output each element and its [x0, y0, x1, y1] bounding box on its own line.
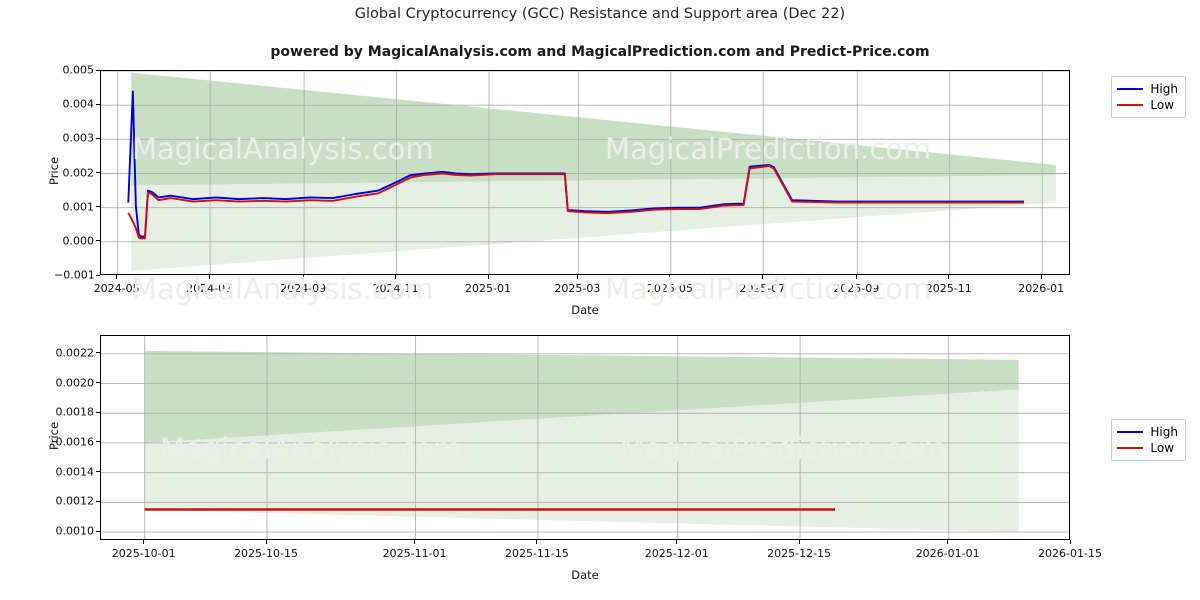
y-tick-mark	[96, 172, 100, 173]
upper-legend[interactable]: High Low	[1111, 76, 1186, 118]
page-title: Global Cryptocurrency (GCC) Resistance a…	[354, 6, 846, 22]
y-tick-label: 0.004	[62, 97, 95, 111]
y-tick-mark	[96, 471, 100, 473]
legend-entry-high[interactable]: High	[1117, 424, 1178, 440]
legend-swatch-high	[1117, 88, 1144, 90]
x-tick-mark	[395, 275, 397, 279]
y-tick-label: 0.0014	[55, 465, 95, 479]
y-tick-mark	[96, 500, 100, 502]
x-tick-label: 2024-11	[372, 282, 419, 295]
legend-label-high: High	[1150, 82, 1178, 96]
y-tick-label: 0.005	[62, 63, 95, 77]
y-tick-mark	[96, 69, 100, 71]
x-tick-label: 2025-10-15	[234, 547, 298, 560]
x-tick-mark	[1040, 275, 1042, 279]
y-tick-label: 0.0020	[55, 376, 95, 390]
y-tick-label: 0.001	[62, 200, 95, 214]
x-tick-label: 2025-01	[465, 282, 511, 295]
chart-subtitle: powered by MagicalAnalysis.com and Magic…	[270, 44, 930, 60]
resistance-area	[131, 72, 1056, 186]
x-tick-mark	[265, 540, 267, 544]
x-tick-label: 2025-05	[646, 282, 693, 295]
x-tick-mark	[487, 275, 489, 279]
y-tick-mark	[96, 382, 100, 384]
x-tick-mark	[536, 540, 538, 544]
x-tick-mark	[798, 540, 800, 544]
x-tick-mark	[947, 540, 949, 544]
y-tick-mark	[96, 240, 100, 242]
y-tick-mark	[96, 411, 100, 413]
y-tick-label: 0.003	[62, 131, 95, 145]
legend-entry-low[interactable]: Low	[1117, 440, 1178, 456]
x-tick-mark	[208, 275, 210, 279]
x-tick-mark	[855, 275, 857, 279]
x-tick-label: 2026-01-01	[915, 547, 980, 560]
y-tick-label: 0.0016	[55, 435, 95, 449]
x-tick-mark	[948, 275, 950, 279]
x-tick-mark	[116, 275, 118, 279]
lower-plot-area	[100, 335, 1070, 540]
x-tick-label: 2025-07	[739, 282, 786, 295]
x-tick-mark	[669, 275, 671, 279]
lower-legend[interactable]: High Low	[1111, 419, 1186, 461]
x-tick-mark	[576, 275, 578, 279]
lower-x-axis-label: Date	[571, 568, 599, 582]
legend-swatch-high	[1117, 431, 1144, 433]
x-tick-mark	[761, 275, 763, 279]
y-tick-mark	[96, 137, 100, 139]
x-tick-mark	[414, 540, 416, 544]
legend-label-low: Low	[1150, 98, 1175, 112]
upper-plot-area	[100, 70, 1070, 275]
y-tick-label: 0.0022	[55, 346, 95, 360]
x-tick-label: 2025-03	[554, 282, 601, 295]
legend-swatch-low	[1117, 447, 1144, 449]
y-tick-mark	[96, 274, 100, 276]
y-tick-label: 0.000	[62, 234, 95, 248]
x-tick-label: 2025-11-01	[382, 547, 447, 560]
x-tick-mark	[1069, 540, 1071, 544]
x-tick-label: 2026-01	[1018, 282, 1065, 295]
legend-swatch-low	[1117, 104, 1144, 106]
legend-label-high: High	[1150, 425, 1178, 439]
y-tick-mark	[96, 352, 100, 354]
x-tick-label: 2025-09	[833, 282, 880, 295]
y-tick-mark	[96, 441, 100, 443]
x-tick-label: 2025-10-01	[111, 547, 176, 560]
x-tick-label: 2025-11	[925, 282, 972, 295]
x-tick-label: 2024-05	[93, 282, 140, 295]
y-tick-mark	[96, 103, 100, 105]
support-area	[131, 175, 1056, 271]
lower-y-axis-label: Price	[47, 421, 61, 450]
lower-plot-svg	[101, 336, 1069, 539]
x-tick-mark	[302, 275, 304, 279]
upper-x-axis-label: Date	[571, 303, 599, 317]
y-tick-mark	[96, 206, 100, 208]
x-tick-label: 2025-12-01	[644, 547, 709, 560]
legend-entry-low[interactable]: Low	[1117, 97, 1178, 113]
x-tick-mark	[143, 540, 145, 544]
x-tick-label: 2026-01-15	[1038, 547, 1102, 560]
x-tick-label: 2025-12-15	[767, 547, 832, 560]
y-tick-label: 0.0010	[55, 524, 95, 538]
y-tick-label: −0.001	[54, 268, 95, 282]
x-tick-label: 2024-07	[186, 282, 233, 295]
upper-plot-svg	[101, 71, 1069, 274]
series-line-high	[127, 90, 1025, 238]
y-tick-label: 0.002	[62, 166, 95, 179]
legend-entry-high[interactable]: High	[1117, 81, 1178, 97]
series-line-low	[127, 165, 1025, 240]
y-tick-label: 0.0018	[55, 405, 95, 419]
y-tick-mark	[96, 530, 100, 532]
x-tick-label: 2025-11-15	[504, 547, 569, 560]
x-tick-mark	[676, 540, 678, 544]
legend-label-low: Low	[1150, 441, 1175, 455]
x-tick-label: 2024-09	[280, 282, 327, 295]
y-tick-label: 0.0012	[55, 494, 95, 508]
